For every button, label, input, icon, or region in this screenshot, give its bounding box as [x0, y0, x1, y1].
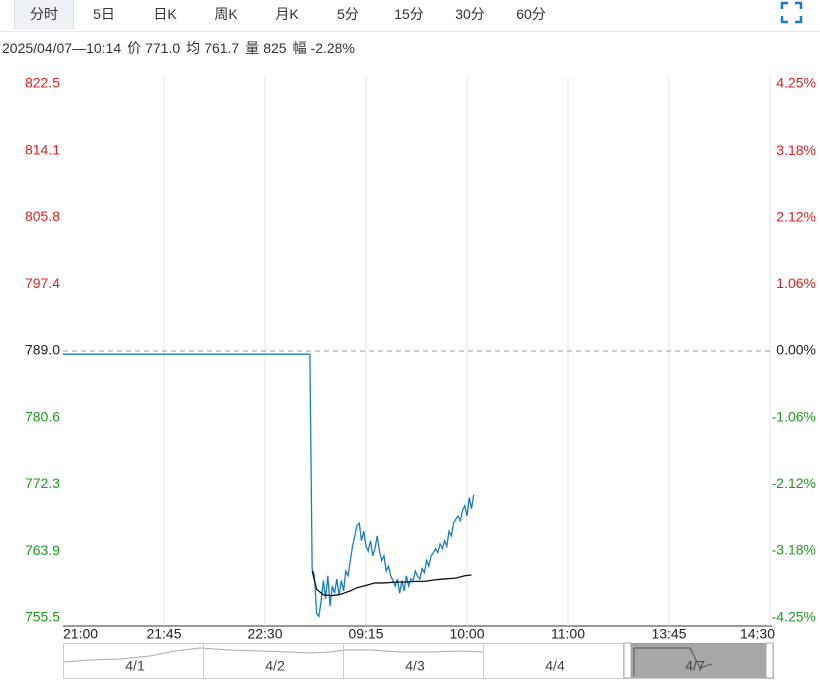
y2-tick-label: 0.00%: [776, 342, 816, 358]
navigator-date: 4/3: [405, 658, 425, 674]
y-tick-label: 797.4: [25, 275, 60, 291]
info-value: 771.0: [145, 40, 181, 56]
info-value: 761.7: [204, 40, 240, 56]
navigator-date: 4/2: [265, 658, 285, 674]
x-tick-label: 21:45: [146, 626, 181, 642]
y2-tick-label: -1.06%: [772, 408, 816, 424]
navigator-date: 4/1: [125, 658, 145, 674]
navigator-sparkline-selected: [633, 647, 713, 676]
x-tick-label: 09:15: [348, 626, 383, 642]
info-datetime: 2025/04/07—10:14: [2, 40, 122, 56]
info-label: 价: [127, 40, 142, 56]
navigator-handle[interactable]: [765, 642, 774, 679]
tab[interactable]: 周K: [214, 6, 238, 22]
tab[interactable]: 15分: [394, 6, 424, 22]
x-tick-label: 13:45: [651, 626, 686, 642]
y2-tick-label: -3.18%: [772, 541, 816, 557]
tab[interactable]: 分时: [14, 0, 74, 30]
navigator[interactable]: 4/1 4/2 4/3 4/4 4/7: [63, 642, 774, 679]
navigator-handle[interactable]: [623, 642, 632, 679]
info-line: 2025/04/07—10:14 价 771.0 均 761.7 量 825 幅 -2.28%: [2, 38, 361, 58]
y-tick-label: 763.9: [25, 542, 60, 558]
x-tick-label: 22:30: [247, 626, 282, 642]
tab[interactable]: 日K: [153, 6, 177, 22]
y2-tick-label: -4.25%: [772, 609, 816, 625]
navigator-selection[interactable]: [627, 643, 768, 678]
tab[interactable]: 月K: [275, 6, 299, 22]
info-value: 825: [263, 40, 287, 56]
info-label: 幅: [292, 40, 307, 56]
info-label: 量: [245, 40, 260, 56]
navigator-date: 4/7: [685, 658, 705, 674]
navigator-date: 4/4: [545, 658, 565, 674]
tab[interactable]: 5日: [93, 6, 115, 22]
tab[interactable]: 5分: [337, 6, 359, 22]
y-tick-label: 789.0: [25, 342, 60, 358]
y-tick-label: 814.1: [25, 142, 60, 158]
series-line: [311, 570, 472, 597]
info-value: -2.28%: [310, 40, 355, 56]
x-tick-label: 21:00: [63, 626, 98, 642]
navigator-sparkline: [63, 647, 484, 663]
series-line: [63, 353, 475, 619]
y2-tick-label: 4.25%: [776, 75, 816, 91]
x-tick-label: 14:30: [740, 626, 775, 642]
tab[interactable]: 60分: [516, 6, 546, 22]
tab-bar: 分时 5日 日K 周K 月K 5分 15分 30分 60分: [0, 0, 820, 32]
fullscreen-icon[interactable]: [780, 1, 803, 24]
tab[interactable]: 30分: [455, 6, 485, 22]
y2-tick-label: 1.06%: [776, 275, 816, 291]
y-tick-label: 822.5: [25, 75, 60, 91]
info-label: 均: [186, 40, 201, 56]
y-tick-label: 772.3: [25, 475, 60, 491]
y-tick-label: 755.5: [25, 609, 60, 625]
y2-tick-label: -2.12%: [772, 475, 816, 491]
x-tick-label: 10:00: [449, 626, 484, 642]
x-tick-label: 11:00: [551, 626, 585, 642]
y-tick-label: 780.6: [25, 409, 60, 425]
y2-tick-label: 3.18%: [776, 142, 816, 158]
y-tick-label: 805.8: [25, 208, 60, 224]
y2-tick-label: 2.12%: [776, 209, 816, 225]
